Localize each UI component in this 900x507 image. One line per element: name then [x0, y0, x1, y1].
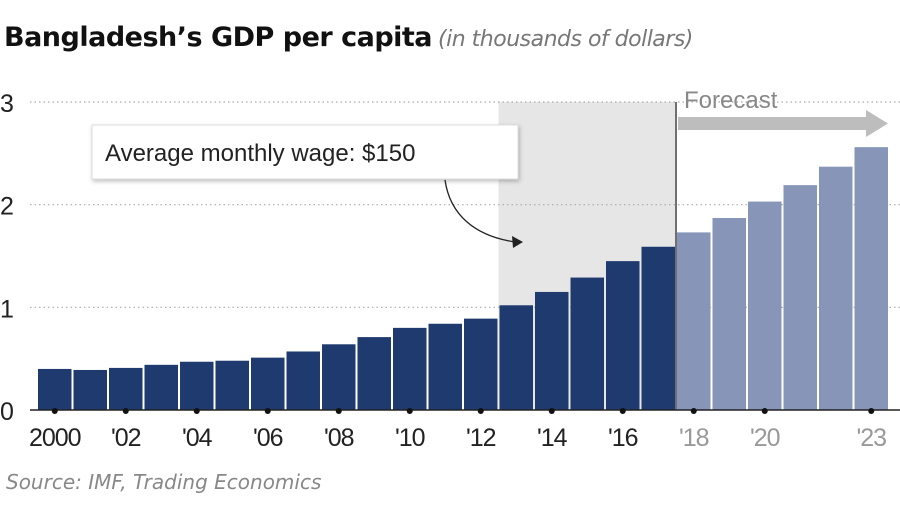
- x-tick-label: '06: [253, 424, 283, 452]
- x-tick-label: '10: [395, 424, 425, 452]
- x-tick-label: '16: [608, 424, 638, 452]
- y-tick-label: 3: [0, 90, 14, 118]
- bar-2021: [783, 185, 817, 410]
- forecast-arrow-head: [866, 110, 888, 137]
- bar-2019: [712, 218, 746, 410]
- bar-2005: [215, 360, 249, 410]
- y-tick-label: 2: [0, 193, 14, 221]
- bar-2004: [180, 361, 214, 410]
- x-tick-dot: [406, 408, 413, 414]
- x-tick-dot: [761, 408, 768, 414]
- bar-2015: [570, 277, 604, 410]
- x-tick-dot: [619, 408, 626, 414]
- bar-2013: [499, 305, 533, 410]
- x-tick-dot: [477, 408, 484, 414]
- bar-2006: [251, 357, 285, 410]
- x-tick-dot: [264, 408, 271, 414]
- x-tick-label: '23: [856, 424, 886, 452]
- bar-2020: [748, 201, 782, 410]
- bar-2016: [606, 261, 640, 410]
- annotation-arrowhead: [512, 236, 523, 248]
- bar-2009: [357, 337, 391, 410]
- bar-2010: [393, 327, 427, 410]
- y-tick-label: 1: [0, 295, 14, 323]
- bar-2003: [144, 364, 178, 410]
- x-tick-dot: [690, 408, 697, 414]
- x-tick-label: '04: [182, 424, 213, 452]
- x-tick-label: '18: [679, 424, 709, 452]
- title-text: Bangladesh’s GDP per capita: [4, 22, 433, 53]
- bar-2018: [677, 232, 711, 410]
- x-tick-label: '14: [537, 424, 568, 452]
- x-tick-label: 2000: [29, 424, 81, 452]
- annotation-text: Average monthly wage: $150: [105, 140, 415, 167]
- bar-2014: [535, 291, 569, 410]
- x-tick-dot: [548, 408, 555, 414]
- bar-2008: [322, 344, 356, 410]
- forecast-arrow-shaft: [678, 117, 868, 130]
- x-tick-dot: [868, 408, 875, 414]
- forecast-label: Forecast: [684, 87, 778, 114]
- annotation-box: [91, 124, 519, 180]
- x-tick-dot: [193, 408, 200, 414]
- bar-2002: [109, 367, 143, 410]
- bar-2017: [641, 246, 675, 410]
- bar-2011: [428, 323, 462, 410]
- bar-2012: [464, 318, 498, 410]
- bar-2000: [38, 368, 72, 410]
- bar-2023: [854, 147, 888, 410]
- x-tick-label: '08: [324, 424, 354, 452]
- bar-2001: [73, 369, 107, 410]
- x-tick-label: '12: [466, 424, 496, 452]
- x-tick-dot: [51, 408, 58, 414]
- chart-title: Bangladesh’s GDP per capita (in thousands…: [4, 22, 693, 53]
- x-tick-label: '02: [111, 424, 141, 452]
- x-tick-dot: [122, 408, 129, 414]
- x-tick-label: '20: [750, 424, 780, 452]
- y-tick-label: 0: [0, 398, 14, 426]
- annotation-arrow: [444, 179, 516, 243]
- chart-subtitle: (in thousands of dollars): [438, 27, 693, 52]
- source-note: Source: IMF, Trading Economics: [6, 470, 322, 494]
- bar-2007: [286, 351, 320, 410]
- bar-2022: [819, 166, 853, 410]
- x-tick-dot: [335, 408, 342, 414]
